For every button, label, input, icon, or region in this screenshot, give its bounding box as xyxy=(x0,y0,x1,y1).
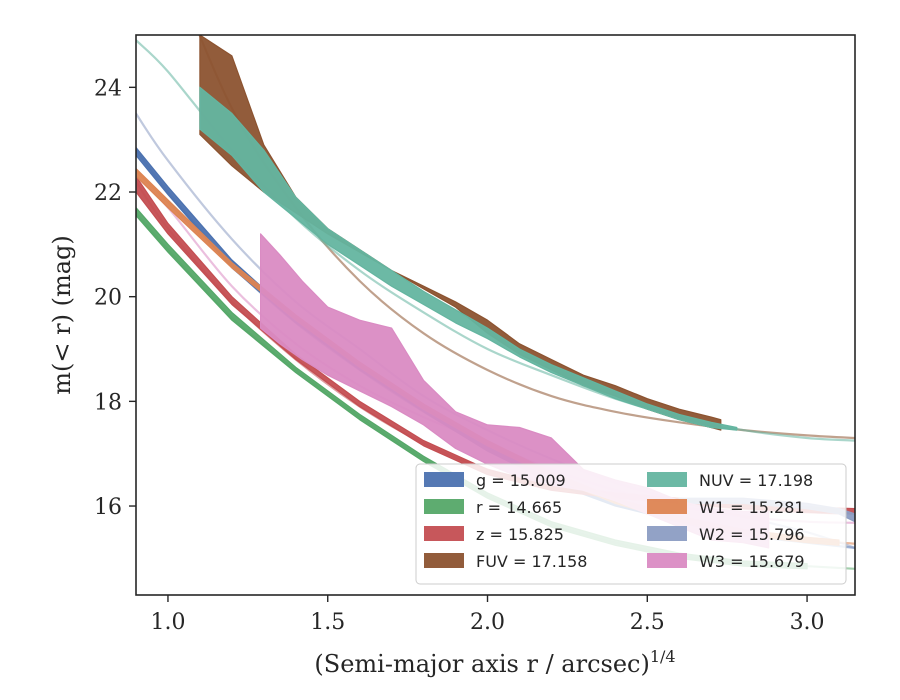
y-tick-label: 20 xyxy=(94,286,122,311)
y-axis-title: m(< r) (mag) xyxy=(48,235,76,394)
legend-swatch-z xyxy=(424,526,464,541)
profile-band-z xyxy=(136,175,855,515)
x-tick-label: 1.0 xyxy=(150,610,185,635)
legend-label-g: g = 15.009 xyxy=(476,471,566,490)
y-tick-label: 22 xyxy=(94,181,122,206)
legend: g = 15.009 r = 14.665 z = 15.825 FUV = 17.1… xyxy=(415,463,847,585)
legend-label-w1: W1 = 15.281 xyxy=(699,498,805,517)
x-axis-ticks: 1.0 1.5 2.0 2.5 3.0 xyxy=(150,595,825,635)
legend-label-w3: W3 = 15.679 xyxy=(699,552,805,571)
legend-swatch-w1 xyxy=(647,499,687,514)
legend-swatch-w2 xyxy=(647,526,687,541)
x-axis-title: (Semi-major axis r / arcsec)1/4 xyxy=(314,647,675,678)
profile-band-nuv xyxy=(199,86,738,431)
legend-label-r: r = 14.665 xyxy=(476,498,562,517)
x-tick-label: 2.0 xyxy=(470,610,505,635)
legend-swatch-nuv xyxy=(647,472,687,487)
legend-label-fuv: FUV = 17.158 xyxy=(476,552,587,571)
x-tick-label: 3.0 xyxy=(790,610,825,635)
y-tick-label: 18 xyxy=(94,390,122,415)
legend-items: g = 15.009 r = 14.665 z = 15.825 FUV = 17.1… xyxy=(424,471,813,571)
x-axis-title-main: (Semi-major axis r / arcsec) xyxy=(314,650,649,678)
plot-frame xyxy=(135,34,856,596)
y-axis-ticks: 16 18 20 22 24 xyxy=(94,76,136,520)
legend-swatch-r xyxy=(424,499,464,514)
legend-swatch-g xyxy=(424,472,464,487)
legend-box xyxy=(415,463,847,585)
legend-label-nuv: NUV = 17.198 xyxy=(699,471,813,490)
x-tick-label: 2.5 xyxy=(630,610,665,635)
legend-swatch-w3 xyxy=(647,553,687,568)
y-tick-label: 24 xyxy=(94,76,122,101)
legend-swatch-fuv xyxy=(424,553,464,568)
legend-label-z: z = 15.825 xyxy=(476,525,564,544)
legend-label-w2: W2 = 15.796 xyxy=(699,525,805,544)
y-tick-label: 16 xyxy=(94,495,122,520)
x-axis-title-exponent: 1/4 xyxy=(650,647,676,666)
x-tick-label: 1.5 xyxy=(310,610,345,635)
